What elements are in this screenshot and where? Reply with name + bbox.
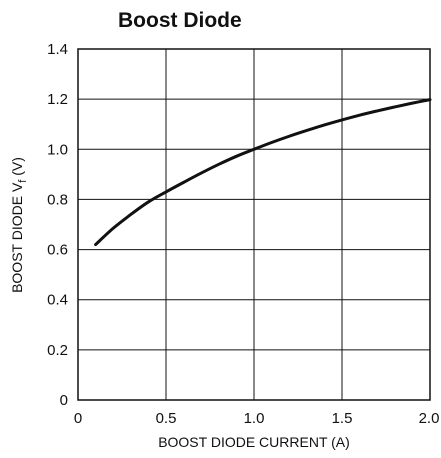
x-axis-label: BOOST DIODE CURRENT (A) (158, 434, 350, 450)
plot-frame (77, 48, 431, 401)
y-tick-label-4: 0.8 (47, 191, 68, 208)
grid-lines (77, 48, 431, 401)
chart-title: Boost Diode (118, 9, 242, 32)
x-tick-label-3: 1.5 (332, 410, 353, 427)
y-tick-label-3: 0.6 (47, 242, 68, 259)
y-axis-label-main: BOOST DIODE V (9, 182, 25, 293)
y-axis-label-unit: (V) (9, 157, 25, 180)
y-tick-label-6: 1.2 (47, 91, 68, 108)
x-tick-label-0: 0 (74, 410, 82, 427)
series-line-vf (94, 98, 432, 247)
y-tick-label-7: 1.4 (47, 41, 68, 58)
y-axis-label-subscript: f (17, 179, 29, 183)
y-tick-label-1: 0.2 (47, 342, 68, 359)
x-tick-labels: 0 0.5 1.0 1.5 2.0 (74, 410, 440, 427)
y-tick-label-2: 0.4 (47, 292, 68, 309)
y-tick-label-0: 0 (60, 392, 68, 409)
y-tick-label-5: 1.0 (47, 141, 68, 158)
y-tick-labels: 0 0.2 0.4 0.6 0.8 1.0 1.2 1.4 (47, 41, 68, 409)
y-axis-label: BOOST DIODE Vf (V) (9, 157, 29, 293)
x-tick-label-2: 1.0 (244, 410, 265, 427)
x-tick-label-4: 2.0 (419, 410, 440, 427)
x-tick-label-1: 0.5 (156, 410, 177, 427)
